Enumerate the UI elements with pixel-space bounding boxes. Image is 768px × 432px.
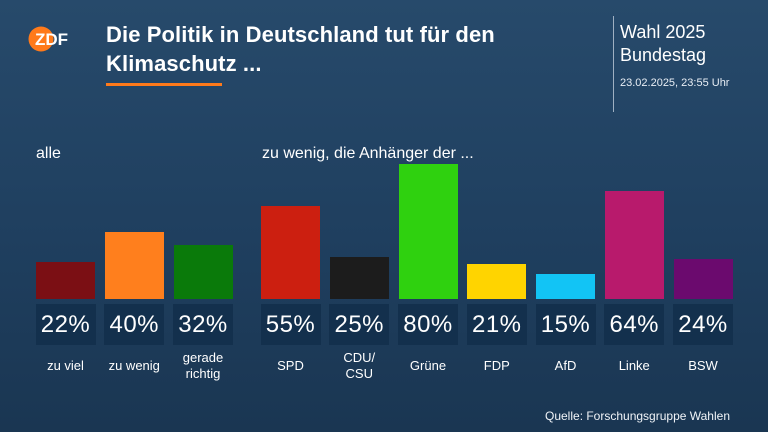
category-label: FDP <box>483 358 510 373</box>
value-label: 22% <box>35 304 96 345</box>
event-subtitle: Bundestag <box>620 45 707 65</box>
bar-all-0 <box>36 261 95 299</box>
value-label: 64% <box>604 304 665 345</box>
category-label: AfD <box>554 358 577 373</box>
bar-party-5 <box>604 191 664 299</box>
source-note: Quelle: Forschungsgruppe Wahlen <box>545 409 730 423</box>
value-label: 15% <box>535 304 596 345</box>
header-divider <box>613 16 614 112</box>
value-label: 32% <box>173 304 233 345</box>
event-title: Wahl 2025 <box>620 22 706 42</box>
logo-text: ZDF <box>35 30 68 49</box>
value-label: 55% <box>260 304 321 345</box>
bar-party-0 <box>261 206 320 299</box>
timestamp: 23.02.2025, 23:55 Uhr <box>620 77 730 89</box>
bar-party-4 <box>536 273 595 299</box>
zdf-logo: ZDF <box>28 26 68 52</box>
value-label: 25% <box>329 304 390 345</box>
bar-party-1 <box>329 256 389 299</box>
category-label: SPD <box>277 358 304 373</box>
value-label: 40% <box>104 304 165 345</box>
value-label: 21% <box>466 304 527 345</box>
bar-party-2 <box>398 164 458 299</box>
value-label: 80% <box>398 304 458 345</box>
category-label: CDU/CSU <box>343 350 376 381</box>
value-label: 24% <box>673 304 733 345</box>
category-label: zu viel <box>47 358 84 373</box>
group-label-parties: zu wenig, die Anhänger der ... <box>262 145 474 162</box>
bar-all-1 <box>104 231 164 299</box>
title-underline <box>106 83 222 86</box>
category-label: BSW <box>688 358 718 373</box>
category-label: Linke <box>618 358 650 373</box>
bar-all-2 <box>173 245 233 299</box>
bar-party-6 <box>673 258 733 299</box>
bar-party-3 <box>467 263 527 299</box>
category-label: zu wenig <box>108 358 160 373</box>
category-label: Grüne <box>409 358 447 373</box>
group-label-all: alle <box>36 145 61 162</box>
category-label: gerade richtig <box>182 350 224 381</box>
chart-title: Die Politik in Deutschland tut für den K… <box>106 22 495 76</box>
